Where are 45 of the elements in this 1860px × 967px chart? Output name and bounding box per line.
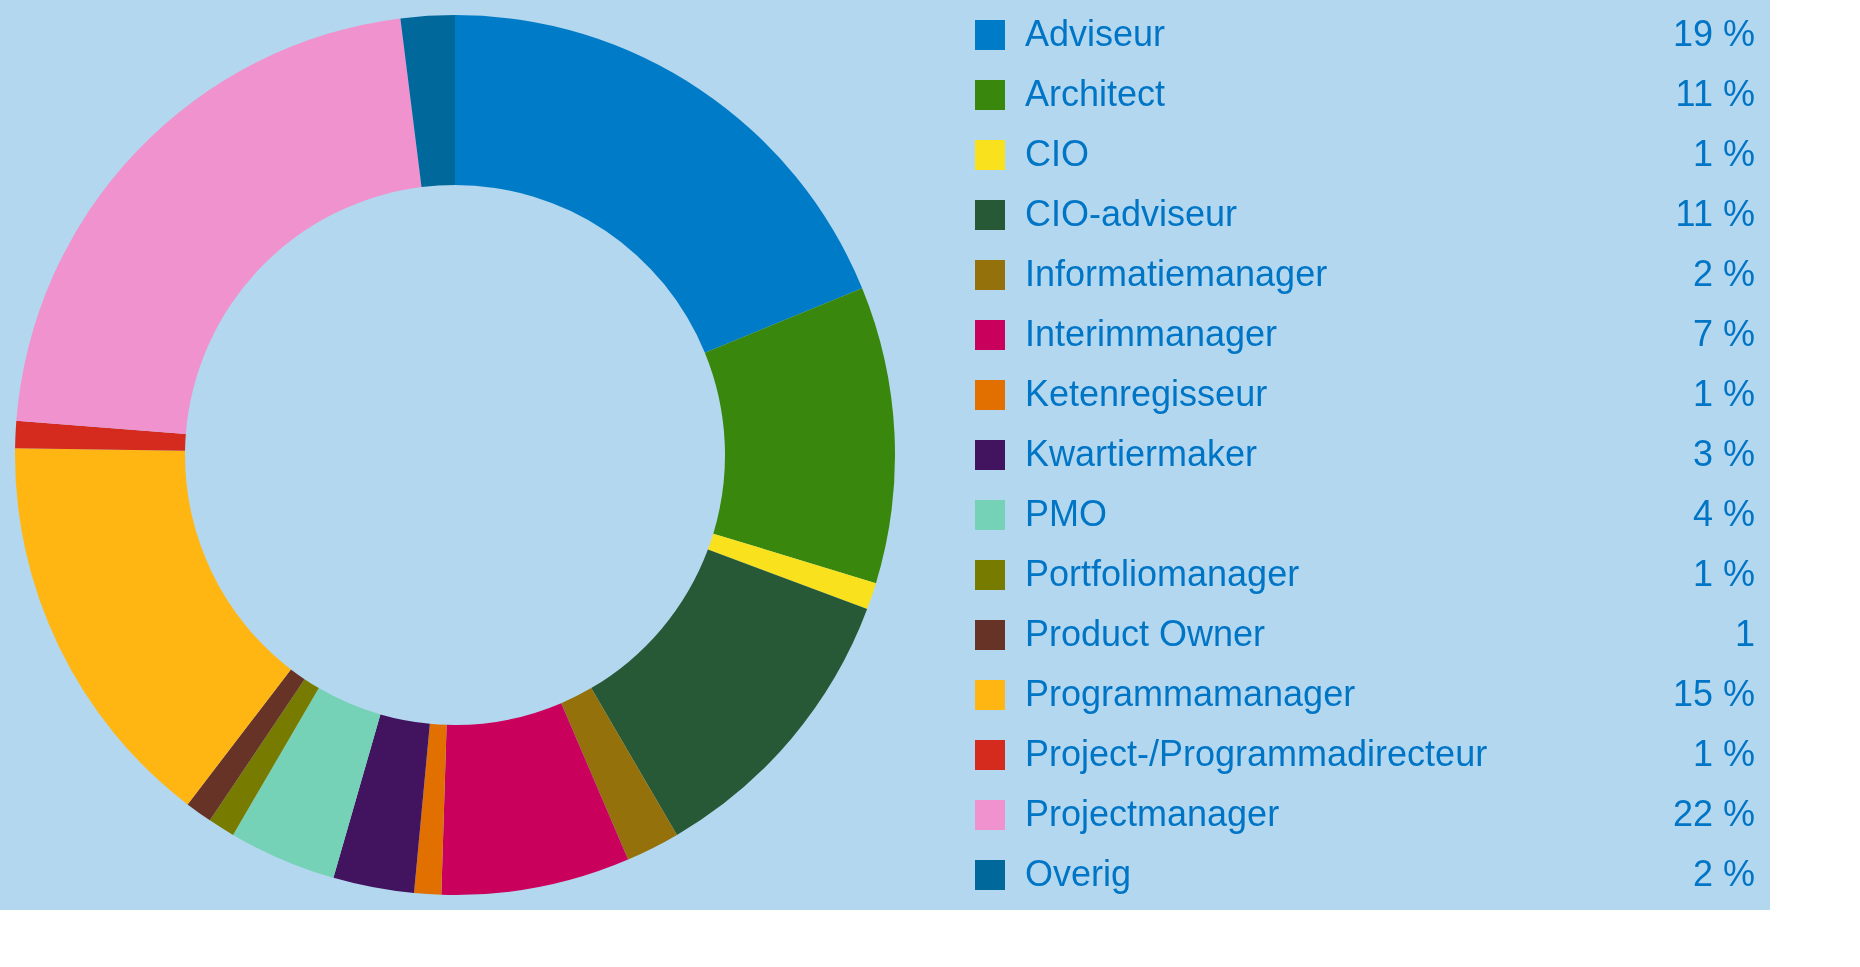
donut-slice [591,549,868,835]
data-label: 1 % [1692,733,1755,774]
donut-slice [15,420,186,451]
donut-slice [16,18,422,435]
legend-label: CIO-adviseur [1025,193,1238,234]
data-label: 11 % [1675,193,1755,234]
legend-label: Product Owner [1025,613,1266,654]
donut-slice [187,669,305,821]
legend-label: PMO [1025,493,1108,534]
legend-label: Architect [1025,73,1166,114]
donut-slice [333,714,430,894]
data-label: 1 % [1692,373,1755,414]
legend-label: Projectmanager [1025,793,1280,834]
donut-slice [707,533,876,610]
data-label: 1 % [1692,133,1755,174]
data-label: 15 % [1672,673,1755,714]
legend-label: Portfoliomanager [1025,553,1300,594]
data-label: 7 % [1692,313,1755,354]
donut-slice [414,723,447,895]
legend-label: Overig [1025,853,1132,894]
donut-slice [15,448,291,805]
legend-label: Project-/Programmadirecteur [1025,733,1488,774]
data-label: 19 % [1672,13,1755,54]
donut-slice [455,15,863,353]
legend-label: Informatiemanager [1025,253,1328,294]
legend-label: Interimmanager [1025,313,1278,354]
data-label: 2 % [1692,853,1755,894]
data-label: 2 % [1692,253,1755,294]
donut-slice [400,15,455,188]
donut-slice [704,288,895,584]
data-label: 22 % [1672,793,1755,834]
data-label: 3 % [1692,433,1755,474]
legend-label: Ketenregisseur [1025,373,1268,414]
data-label: 11 % [1675,73,1755,114]
data-label: 1 [1734,613,1755,654]
donut-slice [441,703,629,895]
legend-label: Programmamanager [1025,673,1356,714]
legend-label: CIO [1025,133,1090,174]
donut-slice [209,679,319,835]
data-label: 1 % [1692,553,1755,594]
data-label: 4 % [1692,493,1755,534]
donut-slice [561,688,677,860]
legend-label: Kwartiermaker [1025,433,1258,474]
donut-slice [233,688,381,878]
legend-label: Adviseur [1025,13,1166,54]
